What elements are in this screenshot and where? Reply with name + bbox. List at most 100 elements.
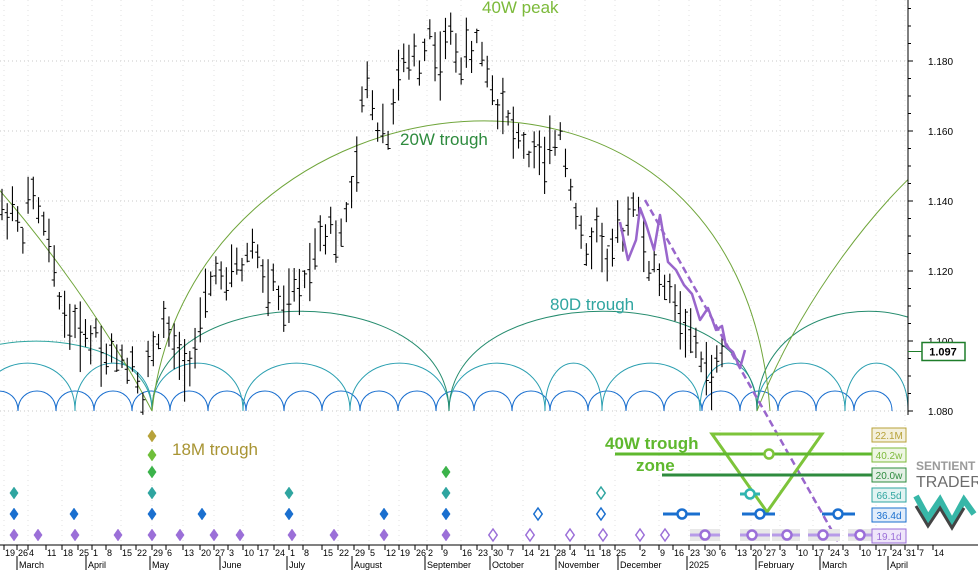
envelope-20d: [435, 390, 475, 412]
x-axis-day-label: 22: [137, 548, 147, 558]
x-axis-day-label: 30: [706, 548, 716, 558]
envelope-20d: [663, 390, 703, 412]
x-axis-day-label: 18: [601, 548, 611, 558]
x-axis-day-label: 23: [690, 548, 700, 558]
x-axis-month-label: April: [88, 560, 106, 570]
cycle-marker-20w: [441, 465, 451, 479]
x-axis-day-label: 2: [428, 548, 433, 558]
cycle-marker-18m: [147, 429, 157, 443]
cycle-label-text: 66.5d: [876, 491, 901, 502]
x-axis-day-label: 13: [184, 548, 194, 558]
envelope-40d: [699, 362, 758, 412]
x-axis-month-label: 2025: [689, 560, 709, 570]
x-axis-day-label: 3: [781, 548, 786, 558]
cycle-label-text: 22.1M: [875, 431, 903, 442]
cycle-label-text: 19.1d: [876, 532, 901, 543]
annotation-80d-trough: 80D trough: [550, 295, 634, 314]
cycle-marker-40d: [197, 507, 207, 521]
x-axis-day-label: 10: [244, 548, 254, 558]
envelope-40w: [151, 120, 771, 412]
x-axis-day-label: 3: [844, 548, 849, 558]
logo-mark-dark-icon: [914, 505, 966, 531]
price-bars: [0, 12, 725, 415]
x-axis-month-label: August: [354, 560, 383, 570]
logo-mark-icon: [913, 494, 977, 529]
x-axis-month-label: November: [558, 560, 600, 570]
cycle-marker-20d: [659, 527, 671, 543]
envelope-40d: [544, 362, 603, 412]
cycle-marker-20d: [287, 528, 297, 542]
x-axis-day-label: 1: [290, 548, 295, 558]
envelope-20d: [853, 390, 893, 412]
envelope-20d: [55, 390, 95, 412]
x-axis-day-label: 29: [153, 548, 163, 558]
annotation-40w-peak: 40W peak: [482, 0, 559, 17]
cycle-marker-20d: [379, 528, 389, 542]
x-axis-day-label: 26: [416, 548, 426, 558]
x-axis-day-label: 18: [63, 548, 73, 558]
envelope-20d: [283, 390, 323, 412]
logo-line1: SENTIENT: [916, 459, 976, 473]
x-axis-day-label: 17: [259, 548, 269, 558]
x-axis-day-label: 16: [462, 548, 472, 558]
x-axis-day-label: 6: [167, 548, 172, 558]
cycle-marker-80d: [441, 486, 451, 500]
cycle-length-labels: 22.1M 40.2w 20.0w 66.5d 36.4d 19.1d: [871, 427, 907, 544]
x-axis-day-label: 2: [641, 548, 646, 558]
x-axis-day-label: 15: [122, 548, 132, 558]
x-axis-day-label: 25: [616, 548, 626, 558]
axis-tick-label: 1.140: [928, 197, 953, 208]
axis-tick-label: 1.180: [928, 57, 953, 68]
x-axis-day-label: 27: [215, 548, 225, 558]
cycle-marker-20d: [113, 528, 123, 542]
x-axis-day-label: 16: [674, 548, 684, 558]
x-axis-month-label: March: [19, 560, 44, 570]
envelope-80d: [0, 340, 153, 412]
x-axis-day-label: 10: [861, 548, 871, 558]
x-axis-day-label: 20: [752, 548, 762, 558]
x-axis-day-label: 15: [323, 548, 333, 558]
x-axis-day-label: 5: [370, 548, 375, 558]
envelope-40d: [448, 362, 546, 412]
forecast-line: [618, 206, 747, 370]
cycle-marker-20d: [524, 527, 536, 543]
annotation-20w-trough: 20W trough: [400, 130, 488, 149]
cycle-label-text: 36.4d: [876, 511, 901, 522]
x-axis-month-label: September: [427, 560, 471, 570]
cycle-marker-80d: [147, 486, 157, 500]
cycle-marker-40d: [595, 506, 607, 522]
envelope-40d: [844, 362, 909, 412]
cycle-marker-40w: [147, 448, 157, 462]
cycle-marker-20d: [235, 528, 245, 542]
x-axis-day-label: 23: [478, 548, 488, 558]
envelope-20d: [207, 390, 247, 412]
axis-tick-label: 1.160: [928, 127, 953, 138]
cycle-marker-80d: [595, 485, 607, 501]
annotation-18m-trough: 18M trough: [172, 440, 258, 459]
axis-tick-label: 1.120: [928, 267, 953, 278]
x-axis-month-label: December: [620, 560, 662, 570]
x-axis-day-label: 7: [509, 548, 514, 558]
cycle-marker-20d: [329, 528, 339, 542]
cycle-marker-40d: [69, 507, 79, 521]
annotation-trough-zone-title: 40W trough: [605, 434, 699, 453]
x-axis-day-label: 31: [906, 548, 916, 558]
cycle-marker-20d: [487, 527, 499, 543]
x-axis-day-label: 9: [660, 548, 665, 558]
x-axis-month-label: March: [822, 560, 847, 570]
cycle-label-box: [871, 507, 907, 523]
x-axis-day-label: 4: [29, 548, 34, 558]
trough-zone-20d-dot: [854, 529, 866, 541]
x-axis-day-label: 27: [766, 548, 776, 558]
envelope-40d: [349, 362, 450, 412]
x-axis-month-label: June: [222, 560, 242, 570]
envelope-40d: [242, 362, 351, 412]
x-axis-day-label: 21: [540, 548, 550, 558]
envelope-40d: [0, 362, 76, 412]
x-axis-day-label: 28: [556, 548, 566, 558]
cycle-marker-20d: [70, 528, 80, 542]
trend-line-dashed: [643, 199, 842, 546]
x-axis-day-label: 24: [275, 548, 285, 558]
x-axis-day-label: 19: [5, 548, 15, 558]
envelope-20d: [511, 390, 551, 412]
